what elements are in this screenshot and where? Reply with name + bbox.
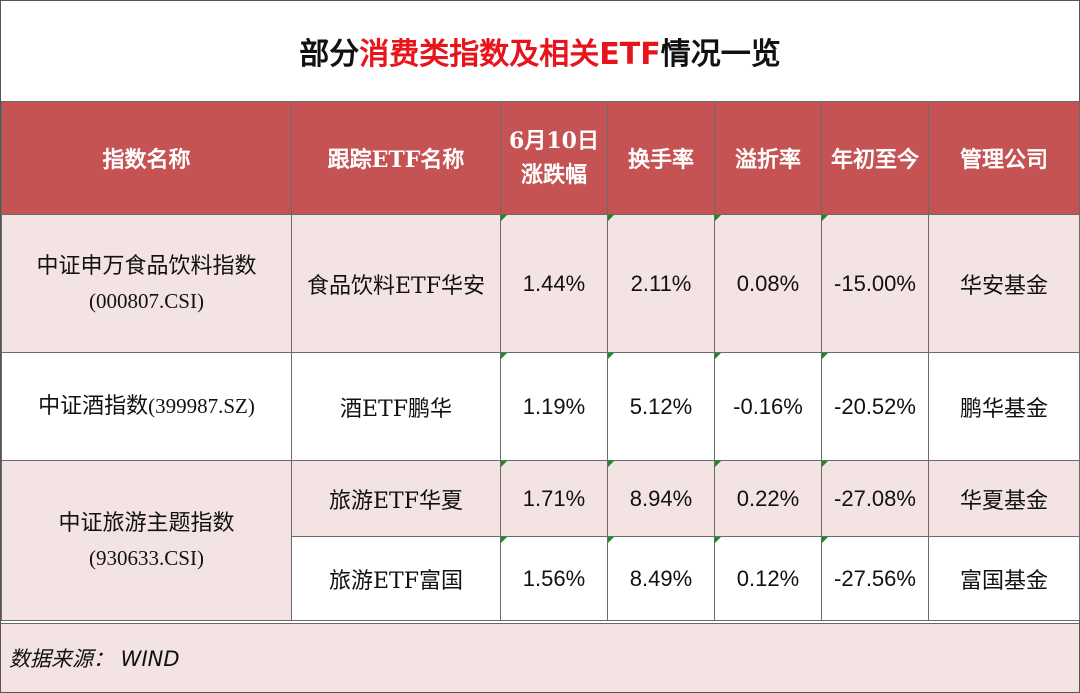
etf-table: 指数名称 跟踪ETF名称 6月10日 涨跌幅 换手率 溢折率 年初至今 管理公司… bbox=[1, 101, 1080, 621]
header-premium: 溢折率 bbox=[714, 101, 822, 215]
company-cell: 富国基金 bbox=[928, 536, 1080, 621]
header-etf-name: 跟踪ETF名称 bbox=[291, 101, 501, 215]
title-prefix: 部分 bbox=[299, 37, 360, 72]
header-company: 管理公司 bbox=[928, 101, 1080, 215]
etf-name-cell: 旅游ETF富国 bbox=[291, 536, 501, 621]
turnover-cell: 8.49% bbox=[607, 536, 715, 621]
premium-cell: 0.22% bbox=[714, 460, 822, 537]
premium-cell: 0.12% bbox=[714, 536, 822, 621]
index-code: (000807.CSI) bbox=[89, 288, 204, 313]
table-row: 中证申万食品饮料指数 (000807.CSI) 食品饮料ETF华安 1.44% … bbox=[1, 214, 1080, 353]
change-cell: 1.19% bbox=[500, 352, 608, 461]
table-row: 中证旅游主题指数 (930633.CSI) 旅游ETF华夏 1.71% 8.94… bbox=[1, 460, 1080, 621]
change-cell: 1.71% bbox=[500, 460, 608, 537]
header-index-name: 指数名称 bbox=[1, 101, 292, 215]
turnover-cell: 2.11% bbox=[607, 214, 715, 353]
change-cell: 1.44% bbox=[500, 214, 608, 353]
index-name-cell: 中证酒指数(399987.SZ) bbox=[1, 352, 292, 461]
ytd-cell: -27.56% bbox=[821, 536, 929, 621]
header-change: 6月10日 涨跌幅 bbox=[500, 101, 608, 215]
page-title: 部分 消费类指数及相关ETF 情况一览 bbox=[1, 1, 1079, 102]
turnover-cell: 8.94% bbox=[607, 460, 715, 537]
index-code: (399987.SZ) bbox=[148, 394, 255, 418]
table-row: 旅游ETF富国 1.56% 8.49% 0.12% -27.56% 富国基金 bbox=[1, 536, 1080, 621]
ytd-cell: -20.52% bbox=[821, 352, 929, 461]
index-name: 中证酒指数 bbox=[38, 394, 149, 419]
etf-name-cell: 酒ETF鹏华 bbox=[291, 352, 501, 461]
premium-cell: -0.16% bbox=[714, 352, 822, 461]
index-name: 中证旅游主题指数 bbox=[58, 510, 235, 536]
ytd-cell: -27.08% bbox=[821, 460, 929, 537]
company-cell: 鹏华基金 bbox=[928, 352, 1080, 461]
index-name-cell: 中证申万食品饮料指数 (000807.CSI) bbox=[1, 214, 292, 353]
header-change-line1: 6月10日 bbox=[509, 128, 599, 154]
index-name: 中证申万食品饮料指数 bbox=[36, 253, 257, 279]
title-highlight: 消费类指数及相关ETF bbox=[359, 37, 661, 72]
etf-name-cell: 旅游ETF华夏 bbox=[291, 460, 501, 537]
data-source-note: 数据来源： WIND bbox=[1, 623, 1079, 692]
etf-name-cell: 食品饮料ETF华安 bbox=[291, 214, 501, 353]
header-ytd: 年初至今 bbox=[821, 101, 929, 215]
title-suffix: 情况一览 bbox=[660, 37, 781, 72]
change-cell: 1.56% bbox=[500, 536, 608, 621]
header-turnover: 换手率 bbox=[607, 101, 715, 215]
premium-cell: 0.08% bbox=[714, 214, 822, 353]
header-row: 指数名称 跟踪ETF名称 6月10日 涨跌幅 换手率 溢折率 年初至今 管理公司 bbox=[1, 101, 1080, 215]
table-row: 中证酒指数(399987.SZ) 酒ETF鹏华 1.19% 5.12% -0.1… bbox=[1, 352, 1080, 461]
index-name-cell: 中证旅游主题指数 (930633.CSI) bbox=[1, 460, 292, 621]
index-code: (930633.CSI) bbox=[89, 545, 204, 570]
company-cell: 华安基金 bbox=[928, 214, 1080, 353]
header-change-line2: 涨跌幅 bbox=[520, 162, 587, 188]
turnover-cell: 5.12% bbox=[607, 352, 715, 461]
company-cell: 华夏基金 bbox=[928, 460, 1080, 537]
ytd-cell: -15.00% bbox=[821, 214, 929, 353]
